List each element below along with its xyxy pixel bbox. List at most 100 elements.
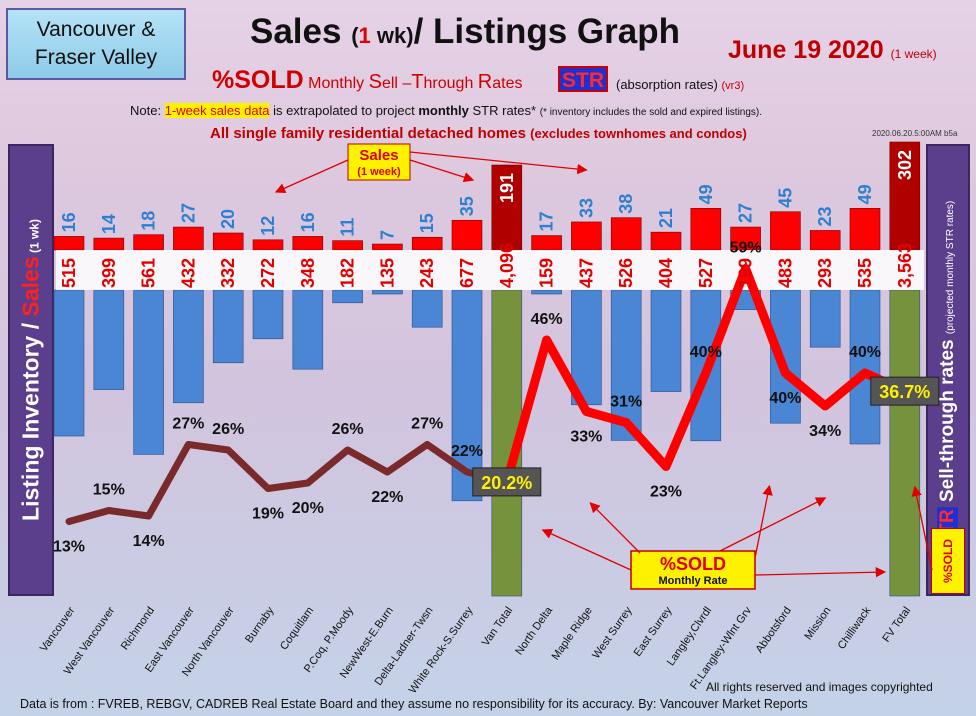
x-tick-label: Abbotsford [754,605,794,655]
str-total-box [472,467,542,497]
x-tick-label: Maple Ridge [550,605,595,662]
report-date: June 19 2020 (1 week) [728,36,937,64]
str-value-label: 46% [531,311,563,328]
inventory-bar [531,289,562,295]
sales-bar [531,235,562,251]
str-value-label: 22% [451,443,483,460]
inventory-value-label: 332 [218,258,238,288]
sales-value-label: 21 [656,208,676,228]
callout-arrow [409,159,475,183]
x-tick-label: Coquitlam [278,605,316,652]
inventory-value-label: 182 [338,258,358,288]
timestamp: 2020.06.20.5:00AM b5a [872,129,958,138]
sales-bar [451,219,483,251]
chart-title: Sales (1 wk)/ Listings Graph [250,12,680,52]
str-value-label: 33% [570,429,602,446]
sales-bar [93,237,125,251]
x-tick-label: West Surrey [590,604,635,661]
sales-callout-sub: (1 week) [357,166,401,178]
str-value-label: 27% [172,416,204,433]
sales-value-label: 7 [377,230,397,240]
title-paren: (1 wk) [351,23,414,48]
sales-bar [571,221,602,251]
x-tick-label: North Delta [513,604,555,657]
callout-arrow [589,502,641,554]
str-line-fraser-valley [502,264,910,487]
sales-bar [650,231,682,251]
label-band [56,250,924,290]
inventory-bar [53,289,85,437]
str-value-label: 15% [93,482,125,499]
str-total-label: 36.7% [879,382,930,402]
sales-bar [372,243,403,251]
sales-value-label: 16 [298,212,318,232]
inventory-bar [93,289,125,390]
callout-arrow [719,497,827,552]
inventory-bar [809,289,841,348]
str-value-label: 40% [849,344,881,361]
right-axis-panel [926,144,970,596]
inventory-bar [252,289,284,340]
sales-callout-box [347,143,411,181]
str-value-label: 20% [292,500,324,517]
str-value-label: 23% [650,484,682,501]
callout-arrow [274,159,349,194]
inventory-bar [212,289,244,364]
inventory-value-label: 535 [855,258,875,288]
sales-value-label: 20 [218,209,238,229]
str-value-label: 26% [212,421,244,438]
str-value-label: 40% [690,344,722,361]
sales-value-label: 49 [855,184,875,204]
sales-bar [889,141,921,251]
sales-bar [690,208,722,251]
inventory-value-label: 4,096 [497,243,517,288]
sales-value-label: 302 [895,150,915,180]
callout-arrow [409,151,588,175]
x-tick-label: Chilliwack [836,604,874,651]
str-value-label: 13% [53,539,85,556]
str-value-label: 40% [769,390,801,407]
str-value-label: 26% [332,421,364,438]
x-tick-label: Richmond [119,605,157,652]
sales-callout-title: Sales [359,147,398,164]
inventory-value-label: 677 [457,258,477,288]
sales-value-label: 14 [99,214,119,234]
sales-value-label: 33 [576,198,596,218]
x-tick-label: East Surrey [632,604,675,658]
region-line-1: Vancouver & [36,18,156,41]
sales-bar [849,208,881,251]
subtitle: %SOLD Monthly Sell –Through Rates [212,66,523,94]
sales-bar [252,239,284,251]
str-value-label: 19% [252,506,284,523]
inventory-bar [173,289,204,404]
label-band-layer [56,250,924,290]
callout-arrow [754,484,773,559]
inventory-value-label: 432 [178,258,198,288]
scope-note: All single family residential detached h… [210,125,747,142]
inventory-bar [411,289,443,328]
sales-value-label: 17 [537,212,557,232]
region-label: Vancouver & Fraser Valley [6,8,186,80]
str-badge: STR [558,66,608,92]
inventory-bar [372,289,403,295]
inventory-value-label: 526 [616,258,636,288]
sales-bar [53,236,85,251]
methodology-note: Note: 1-week sales data is extrapolated … [130,103,763,118]
x-tick-label: Vancouver [38,605,78,655]
inventory-value-label: 159 [537,258,557,288]
inventory-bar [332,289,363,304]
sales-bar [292,236,324,251]
callout-arrow [911,485,933,571]
sales-bar [770,211,801,251]
sales-value-label: 35 [457,196,477,216]
x-tick-label: Van Total [480,605,516,649]
data-source-note: Data is from : FVREB, REBGV, CADREB Real… [20,697,808,711]
sold-tag-box [931,528,965,594]
str-total-box [870,376,940,406]
str-value-label: 34% [809,423,841,440]
sales-value-label: 38 [616,194,636,214]
str-total-label: 20.2% [481,473,532,493]
x-tick-label: Burnaby [243,604,277,645]
str-value-label: 14% [133,533,165,550]
